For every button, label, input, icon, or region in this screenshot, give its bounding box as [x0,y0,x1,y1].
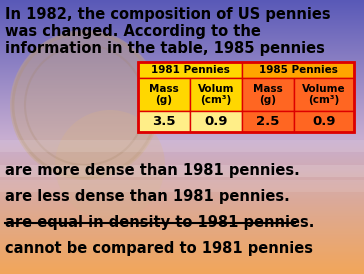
Text: 1981 Pennies: 1981 Pennies [151,65,229,75]
FancyBboxPatch shape [242,62,354,78]
FancyBboxPatch shape [0,140,364,152]
FancyBboxPatch shape [294,78,354,111]
Text: are equal in density to 1981 pennies.: are equal in density to 1981 pennies. [5,215,314,230]
Circle shape [10,30,160,180]
Text: 0.9: 0.9 [312,115,336,128]
Text: 1985 Pennies: 1985 Pennies [258,65,337,75]
Text: Volume
(cm³): Volume (cm³) [302,84,346,105]
FancyBboxPatch shape [138,62,242,78]
Text: Volum
(cm³): Volum (cm³) [198,84,234,105]
FancyBboxPatch shape [242,111,294,132]
FancyBboxPatch shape [294,111,354,132]
Text: was changed. According to the: was changed. According to the [5,24,261,39]
Text: are less dense than 1981 pennies.: are less dense than 1981 pennies. [5,189,290,204]
Text: 3.5: 3.5 [152,115,176,128]
Text: In 1982, the composition of US pennies: In 1982, the composition of US pennies [5,7,331,22]
Circle shape [55,110,165,220]
FancyBboxPatch shape [190,111,242,132]
FancyBboxPatch shape [0,165,364,177]
FancyBboxPatch shape [138,78,190,111]
Text: information in the table, 1985 pennies: information in the table, 1985 pennies [5,41,325,56]
FancyBboxPatch shape [242,78,294,111]
Text: 0.9: 0.9 [204,115,228,128]
Text: Mass
(g): Mass (g) [149,84,179,105]
Text: Mass
(g): Mass (g) [253,84,283,105]
Text: 2.5: 2.5 [256,115,280,128]
FancyBboxPatch shape [190,78,242,111]
FancyBboxPatch shape [0,180,364,192]
Text: are more dense than 1981 pennies.: are more dense than 1981 pennies. [5,163,300,178]
FancyBboxPatch shape [138,111,190,132]
Text: cannot be compared to 1981 pennies: cannot be compared to 1981 pennies [5,241,313,256]
